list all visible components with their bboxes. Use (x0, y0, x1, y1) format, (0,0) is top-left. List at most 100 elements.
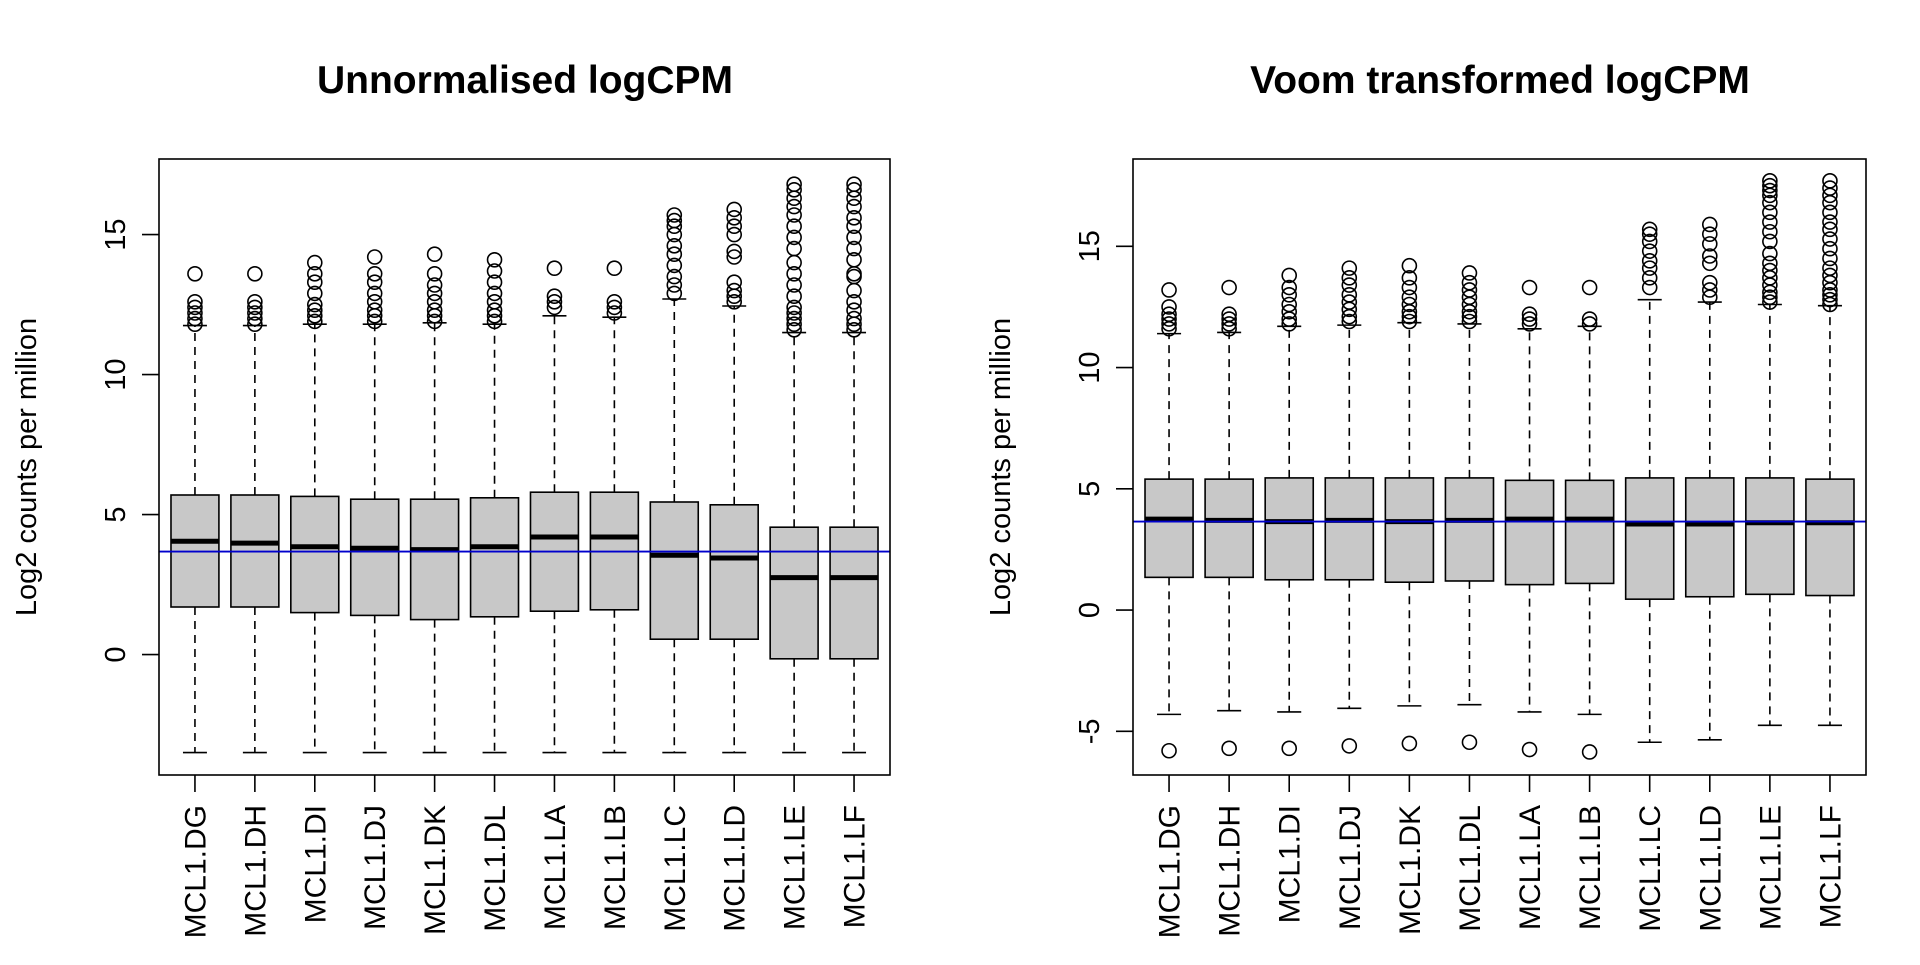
outlier-point (1581, 316, 1598, 332)
outlier-point (1822, 287, 1838, 303)
x-tick-label: MCL1.DH (239, 805, 272, 937)
box-MCL1.LA (529, 260, 580, 754)
outlier-point (846, 190, 862, 206)
outlier-point (1701, 255, 1718, 272)
outlier-point (846, 251, 862, 268)
outlier-point (1221, 740, 1237, 757)
outlier-point (846, 210, 862, 226)
outlier-point (1341, 738, 1358, 754)
outlier-point (1221, 306, 1237, 323)
outlier-point (726, 249, 743, 265)
outlier-point (1581, 279, 1598, 296)
outlier-point (187, 293, 203, 310)
outlier-point (366, 274, 383, 291)
outlier-point (366, 265, 383, 282)
outlier-point (546, 288, 563, 305)
outlier-point (1701, 226, 1718, 242)
x-tick-label: MCL1.LA (539, 805, 572, 930)
box-body (769, 526, 819, 660)
outlier-point (1401, 308, 1418, 325)
panel-voom: Voom transformed logCPM Log2 counts per m… (985, 59, 1867, 938)
box-body (649, 501, 700, 640)
outlier-point (1161, 282, 1177, 298)
box-MCL1.DJ (349, 249, 400, 754)
outlier-point (726, 218, 743, 234)
outlier-point (1822, 231, 1838, 247)
outlier-point (306, 285, 323, 302)
outlier-point (846, 293, 862, 310)
outlier-point (666, 207, 683, 223)
outlier-point (306, 254, 323, 271)
box-MCL1.LB (589, 260, 640, 754)
outlier-point (1461, 282, 1478, 298)
outlier-point (247, 316, 263, 333)
outlier-point (1641, 226, 1658, 242)
outlier-point (786, 277, 802, 293)
box-body (709, 503, 759, 640)
box-MCL1.LF (829, 176, 879, 754)
x-tick-label: MCL1.DK (1394, 805, 1427, 935)
outlier-point (1641, 270, 1658, 286)
outlier-point (426, 246, 443, 262)
x-tick-label: MCL1.LF (839, 805, 872, 928)
outlier-point (187, 316, 203, 333)
outlier-point (666, 238, 683, 254)
outlier-point (187, 310, 203, 327)
outlier-point (666, 212, 683, 229)
outlier-point (426, 285, 443, 302)
outlier-point (846, 302, 862, 319)
outlier-point (486, 251, 503, 268)
outlier-point (606, 260, 623, 277)
outlier-point (187, 265, 203, 282)
outlier-point (786, 229, 802, 246)
chart-title: Voom transformed logCPM (1250, 59, 1750, 102)
outlier-point (786, 265, 802, 282)
x-tick-label: MCL1.DJ (1334, 805, 1367, 930)
box-body (1444, 477, 1495, 582)
outlier-point (426, 302, 443, 319)
outlier-point (426, 293, 443, 310)
outlier-point (1281, 296, 1298, 313)
chart-title: Unnormalised logCPM (317, 59, 733, 102)
box-MCL1.LE (769, 176, 819, 754)
outlier-point (666, 218, 683, 234)
outlier-point (786, 299, 802, 316)
outlier-point (1341, 270, 1358, 286)
x-tick-label: MCL1.LD (1694, 805, 1727, 932)
outlier-point (1401, 313, 1418, 330)
x-tick-label: MCL1.DL (1454, 805, 1487, 932)
outlier-point (1822, 267, 1838, 284)
outlier-point (546, 299, 563, 316)
outlier-point (726, 243, 743, 260)
plot-frame (158, 158, 891, 776)
outlier-point (306, 265, 323, 282)
outlier-point (726, 282, 743, 299)
box-body (1564, 479, 1615, 585)
outlier-point (1822, 260, 1838, 276)
outlier-point (1161, 316, 1177, 332)
x-tick-label: MCL1.LB (599, 805, 632, 930)
outlier-point (786, 316, 802, 333)
outlier-point (1701, 274, 1718, 291)
box-MCL1.DH (230, 265, 280, 754)
y-tick-label: -5 (1074, 718, 1106, 744)
outlier-point (1521, 279, 1538, 296)
outlier-point (846, 198, 862, 215)
box-MCL1.LA (1504, 279, 1555, 758)
outlier-point (426, 265, 443, 282)
x-tick-label: MCL1.LE (779, 805, 812, 930)
y-tick-label: 5 (100, 507, 132, 523)
x-tick-label: MCL1.LE (1754, 805, 1787, 930)
box-MCL1.LB (1564, 279, 1615, 760)
outlier-point (306, 296, 323, 313)
outlier-point (486, 293, 503, 310)
outlier-point (1461, 274, 1478, 291)
outlier-point (1641, 279, 1658, 296)
outlier-point (786, 207, 802, 223)
box-body (829, 526, 879, 660)
outlier-point (666, 285, 683, 302)
outlier-point (666, 268, 683, 285)
outlier-point (1161, 311, 1177, 327)
y-tick-label: 10 (1074, 351, 1106, 383)
x-tick-label: MCL1.LD (719, 805, 752, 932)
